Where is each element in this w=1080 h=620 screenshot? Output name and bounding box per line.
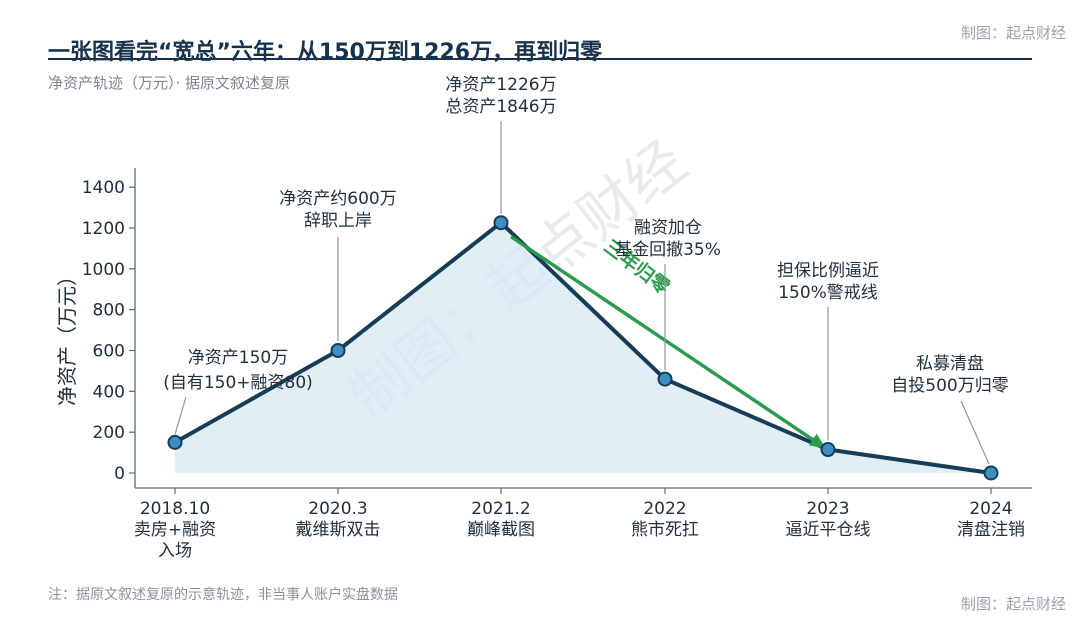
annotation-leader bbox=[960, 400, 990, 465]
annotation-label: 辞职上岸 bbox=[304, 211, 372, 231]
trend-arrow-head bbox=[808, 433, 826, 449]
title-divider bbox=[48, 58, 1032, 60]
x-tick-sublabel: 戴维斯双击 bbox=[296, 520, 381, 540]
annotation-label: 自投500万归零 bbox=[891, 376, 1008, 396]
x-tick-sublabel: 熊市死扛 bbox=[631, 520, 699, 540]
y-tick-label: 400 bbox=[93, 382, 125, 402]
x-tick-label: 2020.3 bbox=[308, 499, 367, 519]
y-tick-label: 0 bbox=[114, 464, 125, 484]
annotation-label: 私募清盘 bbox=[916, 354, 984, 374]
x-tick-label: 2018.10 bbox=[140, 499, 210, 519]
annotation-label: 150%警戒线 bbox=[778, 283, 878, 303]
x-tick-label: 2023 bbox=[806, 499, 849, 519]
annotation-label: (自有150+融资80) bbox=[163, 373, 313, 393]
annotation-leader bbox=[174, 396, 187, 435]
x-tick-sublabel: 清盘注销 bbox=[957, 520, 1025, 540]
x-tick-sublabel: 入场 bbox=[158, 541, 192, 561]
annotation-label: 总资产1846万 bbox=[445, 97, 556, 117]
brand-credit-bottom: 制图：起点财经 bbox=[960, 595, 1066, 613]
y-tick-label: 800 bbox=[93, 301, 125, 321]
x-tick-label: 2021.2 bbox=[471, 499, 530, 519]
x-tick-label: 2024 bbox=[969, 499, 1012, 519]
net-asset-line bbox=[174, 220, 992, 475]
x-tick-label: 2022 bbox=[643, 499, 686, 519]
annotation-label: 融资加仓 bbox=[634, 218, 702, 238]
trend-arrow-line bbox=[510, 235, 827, 450]
y-tick-label: 1000 bbox=[82, 260, 125, 280]
data-point bbox=[167, 434, 183, 450]
data-point bbox=[820, 442, 836, 458]
x-tick-sublabel: 逼近平仓线 bbox=[786, 520, 871, 540]
data-point bbox=[983, 465, 999, 481]
annotation-label: 净资产1226万 bbox=[445, 75, 556, 95]
data-point bbox=[493, 215, 509, 231]
data-point bbox=[330, 342, 346, 358]
y-tick-label: 1400 bbox=[82, 178, 125, 198]
y-axis-title: 净资产（万元） bbox=[55, 266, 79, 406]
footnote: 注：据原文叙述复原的示意轨迹，非当事人账户实盘数据 bbox=[48, 587, 398, 603]
data-point bbox=[657, 371, 673, 387]
brand-credit-top: 制图：起点财经 bbox=[960, 24, 1066, 42]
y-tick-label: 1200 bbox=[82, 219, 125, 239]
x-tick-sublabel: 卖房+融资 bbox=[134, 520, 216, 540]
x-tick-sublabel: 巅峰截图 bbox=[467, 520, 535, 540]
annotation-label: 净资产约600万 bbox=[279, 189, 396, 209]
y-tick-label: 600 bbox=[93, 341, 125, 361]
y-tick-label: 200 bbox=[93, 423, 125, 443]
area-fill bbox=[175, 222, 991, 473]
annotation-label: 基金回撤35% bbox=[615, 240, 721, 260]
annotation-label: 净资产150万 bbox=[188, 348, 288, 368]
chart-title: 一张图看完“宽总”六年：从150万到1226万，再到归零 bbox=[48, 40, 603, 65]
chart-subtitle: 净资产轨迹（万元）· 据原文叙述复原 bbox=[48, 74, 291, 92]
annotation-label: 担保比例逼近 bbox=[777, 261, 879, 281]
